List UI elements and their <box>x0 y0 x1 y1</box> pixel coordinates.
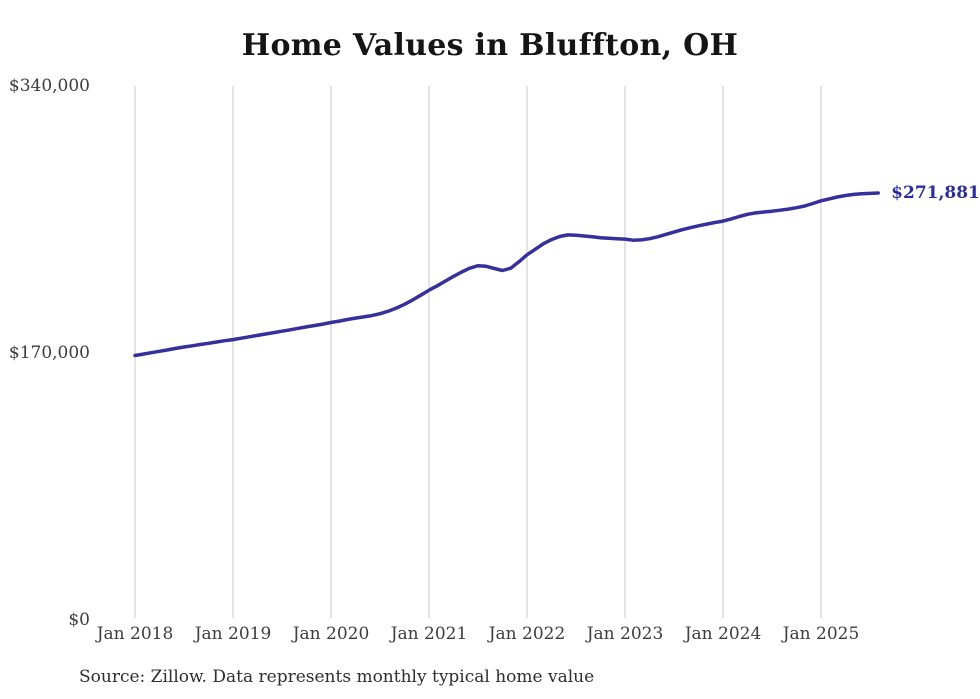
latest-value-label: $271,881 <box>891 182 980 203</box>
x-axis-tick-label: Jan 2020 <box>292 624 370 644</box>
x-axis-tick-label: Jan 2019 <box>194 624 272 644</box>
x-axis-tick-label: Jan 2023 <box>586 624 664 644</box>
x-axis-tick-label: Jan 2022 <box>488 624 566 644</box>
x-axis-tick-label: Jan 2025 <box>782 624 860 644</box>
y-axis-tick-label: $340,000 <box>8 76 90 96</box>
source-note: Source: Zillow. Data represents monthly … <box>79 667 595 687</box>
home-value-series-line <box>133 191 880 358</box>
y-axis-tick-label: $170,000 <box>8 343 90 363</box>
x-axis-tick-label: Jan 2018 <box>96 624 174 644</box>
x-axis-tick-label: Jan 2021 <box>390 624 468 644</box>
chart-title: Home Values in Bluffton, OH <box>241 28 739 63</box>
y-axis-tick-label: $0 <box>68 610 90 630</box>
x-axis-tick-label: Jan 2024 <box>684 624 762 644</box>
